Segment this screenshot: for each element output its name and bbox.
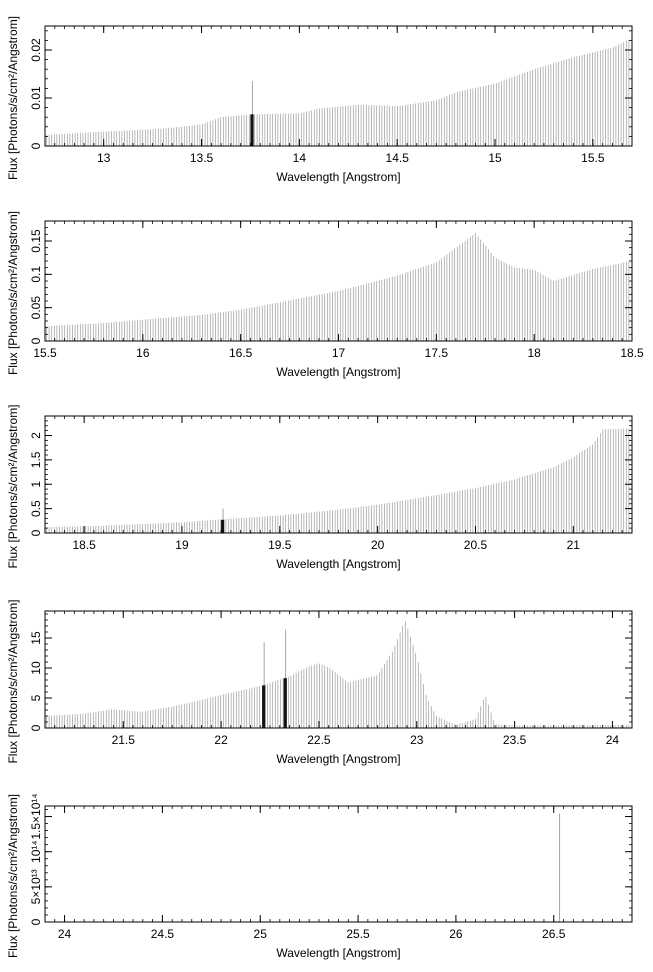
y-tick-label: 1.5×10¹⁴ [29, 793, 43, 839]
x-tick-label: 19.5 [268, 538, 292, 552]
y-axis-title: Flux [Photons/s/cm²/Angstrom] [6, 211, 20, 375]
x-tick-label: 16 [136, 346, 150, 360]
x-tick-label: 13.5 [190, 151, 214, 165]
x-tick-label: 24.5 [151, 927, 175, 941]
panel-4: 21.5 22 22.5 23 23.5 24 0 5 10 15 Wavelength [Angs… [6, 599, 633, 766]
x-tick-label: 17.5 [425, 346, 449, 360]
plot-frame [44, 415, 633, 534]
y-tick-label: 10 [29, 661, 43, 675]
x-tick-label: 20 [371, 538, 385, 552]
y-axis-title: Flux [Photons/s/cm²/Angstrom] [6, 16, 20, 180]
x-tick-label: 22 [214, 733, 228, 747]
x-tick-label: 15.5 [33, 346, 57, 360]
x-axis-title: Wavelength [Angstrom] [276, 946, 400, 960]
x-axis-title: Wavelength [Angstrom] [276, 170, 400, 184]
x-tick-label: 26.5 [542, 927, 566, 941]
plot-frame [44, 805, 633, 923]
x-tick-label: 25 [254, 927, 268, 941]
y-tick-label: 0 [29, 724, 43, 731]
y-tick-label: 0.1 [29, 266, 43, 283]
flux-bars [46, 620, 630, 728]
x-tick-label: 23 [410, 733, 424, 747]
x-axis-title: Wavelength [Angstrom] [276, 752, 400, 766]
y-axis-title: Flux [Photons/s/cm²/Angstrom] [6, 404, 20, 568]
x-tick-label: 23.5 [503, 733, 527, 747]
y-tick-label: 0 [29, 918, 43, 925]
x-tick-label: 21.5 [112, 733, 136, 747]
y-axis-title: Flux [Photons/s/cm²/Angstrom] [6, 794, 20, 958]
y-tick-label: 0.5 [29, 500, 43, 517]
y-tick-label: 1.5 [29, 451, 43, 468]
y-tick-label: 1 [29, 481, 43, 488]
y-tick-label: 0.01 [29, 86, 43, 110]
x-tick-label: 15 [488, 151, 502, 165]
panel-2: 15.5 16 16.5 17 17.5 18 18.5 0 0.05 0.1 0.15 Wavele… [6, 211, 644, 379]
x-tick-label: 26 [449, 927, 463, 941]
plot-frame [44, 25, 633, 147]
highlight-bar [262, 685, 266, 728]
x-axis-title: Wavelength [Angstrom] [276, 365, 400, 379]
x-tick-label: 18.5 [620, 346, 644, 360]
plot-frame [44, 220, 633, 342]
x-tick-label: 14.5 [386, 151, 410, 165]
x-tick-label: 20.5 [464, 538, 488, 552]
x-tick-label: 14 [293, 151, 307, 165]
y-tick-label: 0.15 [29, 229, 43, 253]
panel-1: 13 13.5 14 14.5 15 15.5 0 0.01 0.02 Wavelength [A… [6, 16, 633, 184]
x-tick-label: 22.5 [307, 733, 331, 747]
y-tick-label: 5×10¹³ [29, 869, 43, 904]
flux-bars [46, 39, 630, 146]
y-tick-label: 0 [29, 142, 43, 149]
y-tick-label: 5 [29, 694, 43, 701]
y-axis-title: Flux [Photons/s/cm²/Angstrom] [6, 599, 20, 763]
y-tick-label: 2 [29, 432, 43, 439]
highlight-bar [283, 678, 287, 728]
x-tick-label: 24 [606, 733, 620, 747]
flux-bars [46, 428, 630, 533]
x-tick-label: 15.5 [581, 151, 605, 165]
panel-3: 18.5 19 19.5 20 20.5 21 0 0.5 1 1.5 2 Wavelength [A… [6, 404, 633, 571]
x-tick-label: 19 [175, 538, 189, 552]
y-tick-label: 15 [29, 631, 43, 645]
plot-frame [44, 610, 633, 729]
x-tick-label: 18.5 [72, 538, 96, 552]
highlight-bar [250, 114, 254, 146]
y-tick-label: 0.02 [29, 38, 43, 62]
x-axis-title: Wavelength [Angstrom] [276, 557, 400, 571]
flux-bars [46, 233, 630, 341]
x-tick-label: 17 [332, 346, 346, 360]
y-tick-label: 0 [29, 529, 43, 536]
y-tick-label: 10¹⁴ [29, 840, 43, 863]
y-tick-label: 0 [29, 337, 43, 344]
x-tick-label: 16.5 [229, 346, 253, 360]
highlight-bar [221, 519, 225, 533]
x-tick-label: 18 [527, 346, 541, 360]
x-tick-label: 25.5 [346, 927, 370, 941]
y-tick-label: 0.05 [29, 296, 43, 320]
x-tick-label: 13 [97, 151, 111, 165]
x-tick-label: 24 [58, 927, 72, 941]
x-tick-label: 21 [567, 538, 581, 552]
